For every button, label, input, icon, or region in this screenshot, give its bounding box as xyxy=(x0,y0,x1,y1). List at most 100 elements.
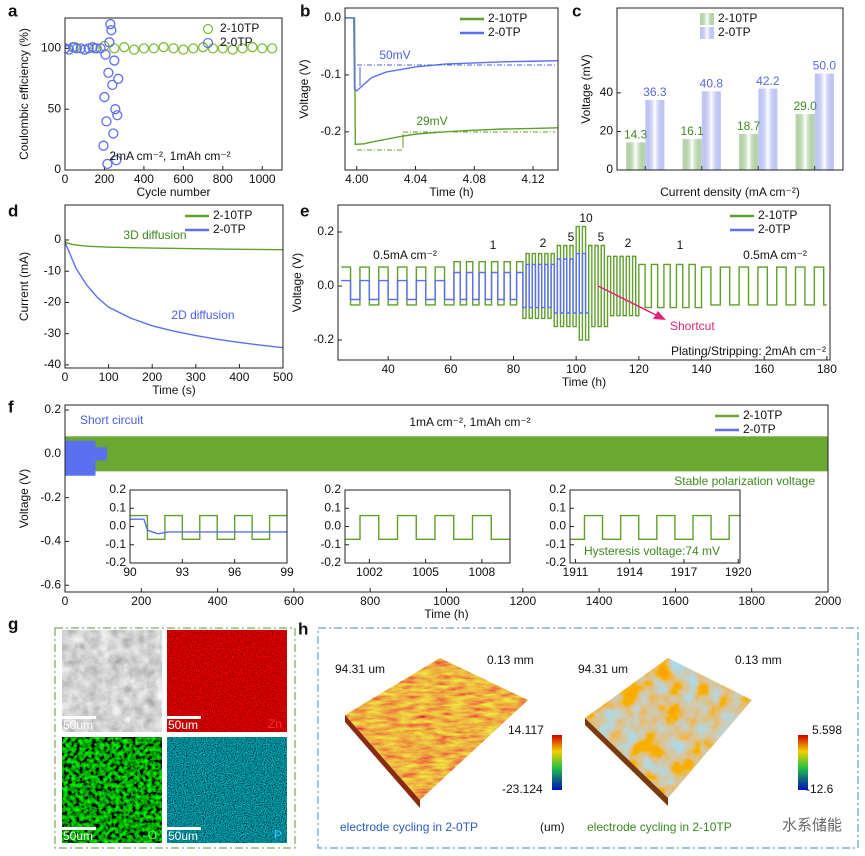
data-point xyxy=(217,43,228,54)
arrow xyxy=(597,285,659,317)
sem-image xyxy=(62,630,162,732)
data-band xyxy=(65,440,96,476)
y-tick-label: 0 xyxy=(54,162,61,176)
y-tick-label: 0.0 xyxy=(317,278,334,292)
data-band xyxy=(65,436,828,472)
y-axis-label: Voltage (mV) xyxy=(579,54,593,123)
bar xyxy=(645,99,665,170)
legend-label: 2-0TP xyxy=(743,422,776,436)
y-tick-label: 0 xyxy=(606,162,613,176)
annotation: 3D diffusion xyxy=(123,228,186,242)
legend-label: 2-0TP xyxy=(213,222,246,236)
legend-label: 2-0TP xyxy=(758,222,791,236)
y-tick-label: -0.1 xyxy=(320,537,341,551)
data-line xyxy=(345,17,558,146)
y-tick-label: 0.1 xyxy=(324,500,341,514)
height-label: 94.31 um xyxy=(335,662,385,676)
x-tick-label: 4.00 xyxy=(345,172,369,186)
value-label: 42.2 xyxy=(756,74,780,88)
data-point xyxy=(207,43,219,54)
bar xyxy=(758,88,778,170)
data-line xyxy=(345,514,510,540)
inset-frame xyxy=(129,489,288,564)
x-tick-label: 1005 xyxy=(412,565,439,579)
data-point xyxy=(71,43,82,54)
plot-area xyxy=(345,17,558,146)
x-tick-label: 140 xyxy=(692,362,712,376)
data-point xyxy=(105,18,116,30)
inset-area xyxy=(130,514,287,540)
y-tick-label: -40 xyxy=(44,357,62,371)
element-label: O xyxy=(148,828,157,842)
x-tick-label: 200 xyxy=(94,172,114,186)
x-tick-label: 0.5 xyxy=(637,172,654,186)
plot-frame xyxy=(64,204,284,369)
min-label: -23.124 xyxy=(502,782,543,796)
x-tick-label: 1000 xyxy=(249,172,276,186)
value-label: 18.7 xyxy=(737,119,761,133)
annotation: 5 xyxy=(568,230,575,244)
data-point xyxy=(112,110,123,121)
x-tick-label: 4.08 xyxy=(463,172,487,186)
x-axis-label: Time (s) xyxy=(152,383,196,397)
y-tick-label: -0.4 xyxy=(40,534,61,548)
p-map xyxy=(167,737,287,843)
data-point xyxy=(106,25,117,36)
bar xyxy=(814,73,834,170)
max-label: 5.598 xyxy=(812,723,842,737)
scale-bar xyxy=(62,827,96,830)
scale-label: 50um xyxy=(168,718,198,732)
data-point xyxy=(110,104,121,115)
annotation: 0.5mA cm⁻² xyxy=(743,248,807,262)
panel-label: b xyxy=(300,1,310,20)
data-point xyxy=(103,67,114,78)
y-tick-label: 0.2 xyxy=(549,482,566,496)
y-tick-label: -0.2 xyxy=(313,332,334,346)
plot-frame xyxy=(64,17,283,171)
max-label: 14.117 xyxy=(508,723,544,737)
x-tick-label: 1 xyxy=(698,172,705,186)
annotation: 2 xyxy=(540,236,547,250)
inset-area xyxy=(345,514,510,540)
y-tick-label: 0 xyxy=(54,232,61,246)
annotation: 10 xyxy=(579,211,593,225)
annotation: 29mV xyxy=(416,114,447,128)
y-axis-label: Voltage (V) xyxy=(17,469,31,528)
y-tick-label: 40 xyxy=(600,85,614,99)
x-tick-label: 400 xyxy=(134,172,154,186)
plot-frame xyxy=(337,204,831,361)
x-tick-label: 800 xyxy=(360,594,380,608)
data-point xyxy=(168,43,179,54)
data-line xyxy=(130,518,287,535)
y-axis-label: Coulombic efficiency (%) xyxy=(17,28,31,160)
y-tick-label: 0.0 xyxy=(324,519,341,533)
scale-label: 50um xyxy=(63,718,93,732)
data-point xyxy=(138,43,150,54)
x-tick-label: 400 xyxy=(208,594,228,608)
x-tick-label: 0 xyxy=(62,594,69,608)
element-label: P xyxy=(274,828,282,842)
x-axis-label: Time (h) xyxy=(424,607,468,621)
x-tick-label: 1917 xyxy=(671,565,698,579)
data-line xyxy=(341,225,827,341)
x-tick-label: 100 xyxy=(99,370,119,384)
plot-frame xyxy=(344,7,559,171)
scale-label: 50um xyxy=(63,829,93,843)
data-point xyxy=(178,44,189,55)
inset-frame xyxy=(569,489,741,564)
width-label: 0.13 mm xyxy=(735,653,782,667)
x-tick-label: 93 xyxy=(176,565,190,579)
x-tick-label: 180 xyxy=(817,362,837,376)
x-tick-label: 100 xyxy=(566,362,586,376)
y-tick-label: -30 xyxy=(44,326,62,340)
inset-background xyxy=(130,490,287,563)
data-line xyxy=(570,514,740,540)
bar xyxy=(739,133,759,170)
data-point xyxy=(257,43,268,54)
x-tick-label: 120 xyxy=(629,362,649,376)
x-tick-label: 200 xyxy=(131,594,151,608)
y-tick-label: -0.2 xyxy=(320,124,341,138)
annotation: Plating/Stripping: 2mAh cm⁻² xyxy=(671,344,826,358)
x-tick-label: 200 xyxy=(142,370,162,384)
data-point xyxy=(111,155,122,166)
